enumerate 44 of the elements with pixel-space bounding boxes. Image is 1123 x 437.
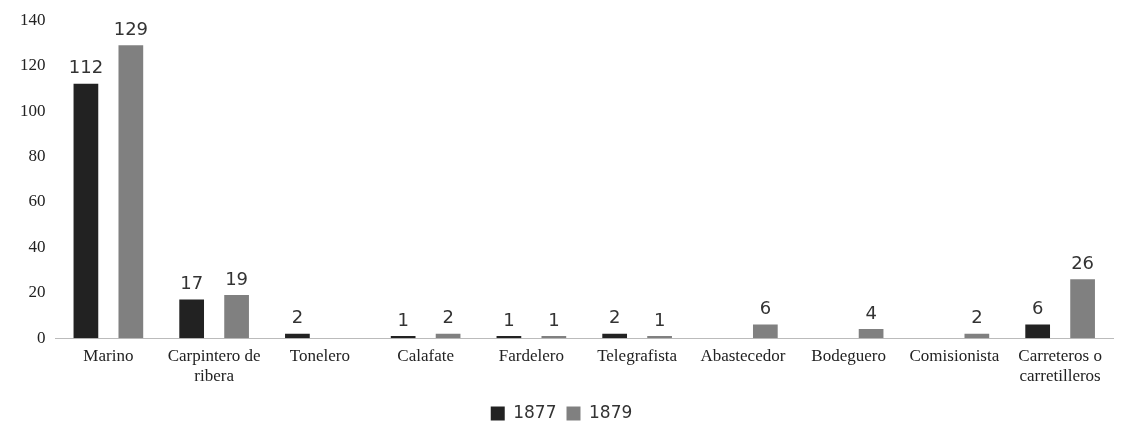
x-tick-label: Carreteros o carretilleros	[1018, 345, 1102, 386]
data-label: 26	[1071, 251, 1095, 273]
y-tick-label: 120	[20, 55, 46, 75]
y-tick-label: 60	[28, 191, 46, 211]
x-tick-label: Abastecedor	[700, 345, 786, 365]
data-label: 17	[180, 272, 204, 294]
data-label: 2	[442, 306, 454, 328]
data-label: 2	[971, 306, 983, 328]
data-label: 2	[608, 306, 621, 328]
bar	[118, 45, 144, 339]
y-tick-label: 40	[28, 236, 46, 256]
x-tick-label: Comisionista	[909, 345, 1000, 365]
data-label: 4	[865, 301, 877, 323]
y-tick-label: 80	[28, 145, 46, 165]
data-label: 1	[653, 308, 666, 330]
data-label: 112	[68, 56, 104, 78]
bar	[73, 83, 99, 339]
bar	[858, 329, 884, 339]
data-label: 1	[397, 308, 409, 330]
data-label: 2	[291, 306, 304, 328]
data-label: 6	[759, 297, 772, 319]
bar	[179, 299, 205, 339]
data-label: 129	[113, 17, 149, 39]
x-tick-label: Tonelero	[289, 345, 350, 365]
x-tick-label: Carpintero de ribera	[167, 345, 261, 386]
bar	[1070, 279, 1095, 339]
y-tick-label: 100	[20, 100, 46, 120]
x-tick-label: Calafate	[397, 345, 454, 365]
legend-label: 1879	[589, 401, 633, 422]
data-label: 1	[503, 308, 515, 330]
data-label: 19	[225, 267, 249, 289]
bar	[752, 324, 778, 339]
x-tick-label: Fardelero	[498, 345, 564, 365]
bar	[1025, 324, 1051, 339]
bar	[224, 295, 249, 339]
y-tick-label: 140	[20, 9, 46, 29]
y-tick-label: 0	[37, 327, 46, 347]
data-label: 6	[1031, 297, 1044, 319]
data-label: 1	[548, 308, 560, 330]
x-tick-label: Marino	[83, 345, 134, 365]
y-tick-label: 20	[28, 282, 46, 302]
x-tick-label: Bodeguero	[811, 345, 886, 365]
x-tick-label: Telegrafista	[597, 345, 678, 365]
legend-label: 1877	[513, 401, 557, 422]
